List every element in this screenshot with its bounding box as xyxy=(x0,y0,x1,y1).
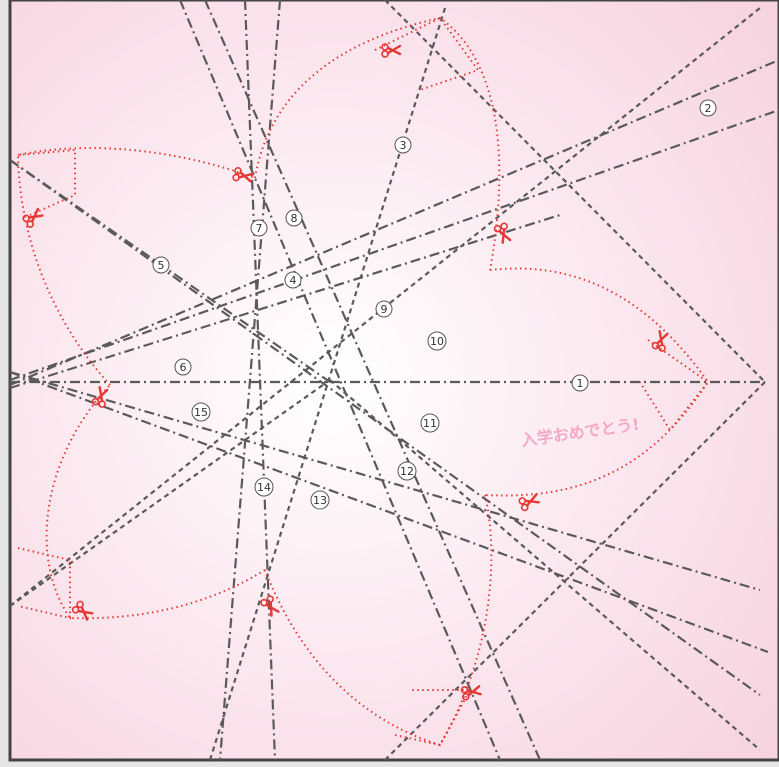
svg-text:1: 1 xyxy=(577,377,584,390)
petal-cut-top xyxy=(254,16,501,271)
svg-text:15: 15 xyxy=(194,406,208,419)
cut-lines xyxy=(16,16,710,747)
fold-label-1: 1 xyxy=(571,374,589,392)
fold-label-13: 13 xyxy=(310,490,330,510)
fold-label-11: 11 xyxy=(420,413,440,433)
svg-text:3: 3 xyxy=(400,139,407,152)
fold-line-8 xyxy=(203,0,542,761)
svg-text:4: 4 xyxy=(290,274,297,287)
fold-line-9 xyxy=(9,58,779,387)
svg-text:5: 5 xyxy=(158,259,165,272)
svg-text:12: 12 xyxy=(400,465,414,478)
fold-label-14: 14 xyxy=(254,477,274,497)
fold-label-3: 3 xyxy=(394,136,412,154)
svg-text:13: 13 xyxy=(313,494,327,507)
fold-label-5: 5 xyxy=(152,256,170,274)
fold-line-diag-a xyxy=(9,159,331,383)
fold-label-2: 2 xyxy=(699,99,717,117)
fold-line-7 xyxy=(218,0,282,761)
svg-text:11: 11 xyxy=(423,417,437,430)
fold-line-11 xyxy=(9,370,769,654)
svg-text:6: 6 xyxy=(180,361,187,374)
svg-text:7: 7 xyxy=(256,222,263,235)
fold-label-12: 12 xyxy=(397,461,417,481)
fold-number-labels: 1 2 3 4 5 6 7 8 xyxy=(152,99,717,510)
petal-cut-top-tab xyxy=(374,16,480,91)
fold-line-4 xyxy=(178,0,502,761)
svg-text:8: 8 xyxy=(291,212,298,225)
fold-label-15: 15 xyxy=(191,402,211,422)
fold-label-10: 10 xyxy=(427,331,447,351)
fold-line-10 xyxy=(9,108,779,382)
fold-label-7: 7 xyxy=(250,219,268,237)
fold-line-13b xyxy=(329,379,761,751)
petal-cut-left-top xyxy=(16,147,256,386)
svg-text:2: 2 xyxy=(705,102,712,115)
paper-sheet xyxy=(8,0,779,762)
svg-text:9: 9 xyxy=(381,303,388,316)
fold-label-4: 4 xyxy=(284,271,302,289)
fold-line-6 xyxy=(9,213,561,390)
petal-cut-bottom xyxy=(264,494,493,747)
fold-label-6: 6 xyxy=(174,358,192,376)
fold-line-14 xyxy=(243,0,277,761)
fold-label-8: 8 xyxy=(285,209,303,227)
fold-label-9: 9 xyxy=(375,300,393,318)
fold-line-13 xyxy=(9,379,331,607)
svg-text:10: 10 xyxy=(430,335,444,348)
svg-text:14: 14 xyxy=(257,481,271,494)
